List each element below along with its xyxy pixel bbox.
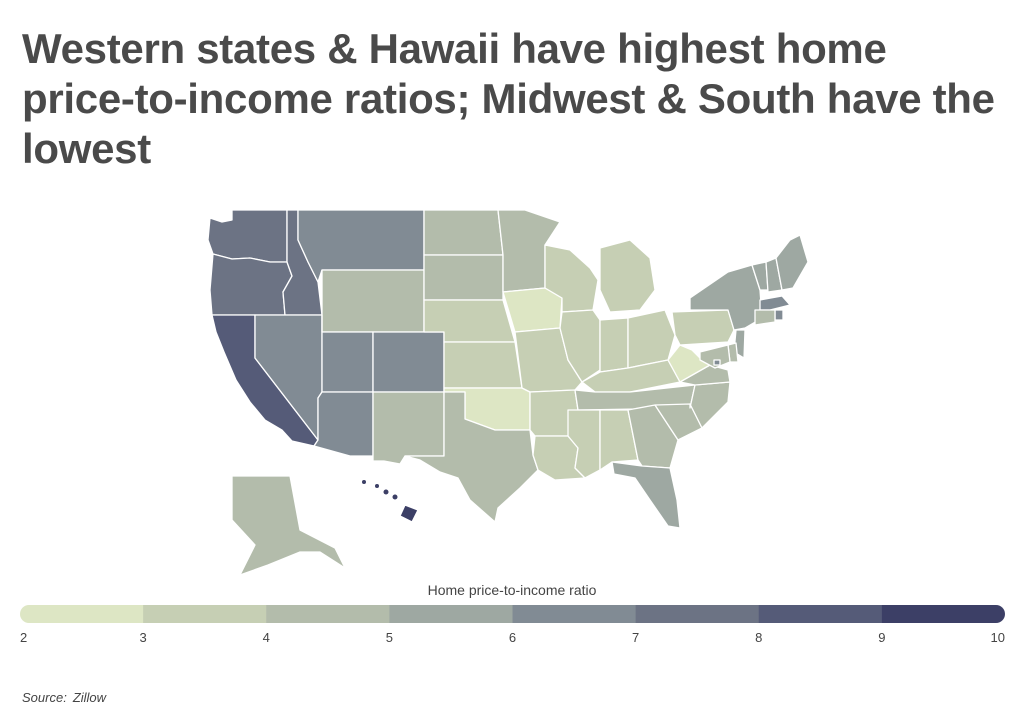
legend-swatch-2 bbox=[143, 605, 267, 623]
state-oh bbox=[627, 309, 676, 369]
state-nm bbox=[372, 391, 445, 465]
state-wy bbox=[321, 269, 425, 333]
state-fl bbox=[611, 461, 681, 529]
us-choropleth-map bbox=[207, 209, 809, 576]
state-dc bbox=[713, 359, 721, 366]
legend-tick-label: 4 bbox=[263, 630, 270, 645]
state-md bbox=[699, 344, 731, 369]
state-al bbox=[599, 409, 639, 471]
legend-swatch-7 bbox=[758, 605, 883, 623]
legend-swatch-1 bbox=[20, 605, 144, 623]
legend-swatch-4 bbox=[389, 605, 513, 623]
legend-title: Home price-to-income ratio bbox=[427, 582, 597, 598]
hawaii-island-1 bbox=[362, 480, 366, 484]
state-me bbox=[775, 234, 809, 291]
color-legend: 2 3 4 5 6 7 8 9 10 bbox=[20, 605, 1005, 645]
state-in bbox=[599, 317, 629, 373]
state-wa bbox=[207, 209, 288, 263]
legend-tick-label: 6 bbox=[509, 630, 516, 645]
state-ks bbox=[443, 341, 523, 389]
source-label: Source: bbox=[22, 690, 67, 705]
legend-tick-label: 5 bbox=[386, 630, 393, 645]
legend-tick-label: 9 bbox=[878, 630, 885, 645]
source-note: Source: Zillow bbox=[22, 690, 112, 705]
state-or bbox=[209, 253, 293, 316]
legend-layer: 2 3 4 5 6 7 8 9 10 bbox=[20, 605, 1005, 645]
source-value: Zillow bbox=[72, 690, 107, 705]
state-mi bbox=[599, 239, 656, 313]
state-pa bbox=[671, 309, 735, 346]
legend-swatch-3 bbox=[266, 605, 390, 623]
state-sd bbox=[423, 254, 504, 301]
state-co bbox=[372, 331, 445, 393]
state-hi bbox=[399, 504, 419, 523]
hawaii-island-2 bbox=[375, 484, 379, 488]
legend-tick-label: 3 bbox=[140, 630, 147, 645]
hawaii-island-3 bbox=[383, 489, 389, 495]
legend-tick-label: 8 bbox=[755, 630, 762, 645]
state-ct bbox=[754, 309, 776, 326]
state-il bbox=[559, 309, 601, 383]
legend-tick-label: 10 bbox=[991, 630, 1005, 645]
state-nd bbox=[423, 209, 504, 256]
legend-swatch-6 bbox=[635, 605, 760, 623]
legend-tick-label: 7 bbox=[632, 630, 639, 645]
state-ak bbox=[231, 475, 346, 576]
state-tx bbox=[404, 391, 539, 523]
state-ny bbox=[689, 264, 763, 331]
hawaii-island-4 bbox=[392, 494, 398, 500]
legend-tick-label: 2 bbox=[20, 630, 27, 645]
state-az bbox=[313, 391, 374, 457]
chart-title: Western states & Hawaii have highest hom… bbox=[22, 25, 995, 172]
legend-bar bbox=[20, 605, 1005, 623]
legend-swatch-8 bbox=[881, 605, 1005, 623]
state-ia bbox=[502, 287, 563, 333]
state-ma bbox=[759, 295, 791, 311]
states-layer bbox=[207, 209, 809, 576]
legend-swatch-5 bbox=[512, 605, 637, 623]
state-ri bbox=[774, 309, 784, 321]
